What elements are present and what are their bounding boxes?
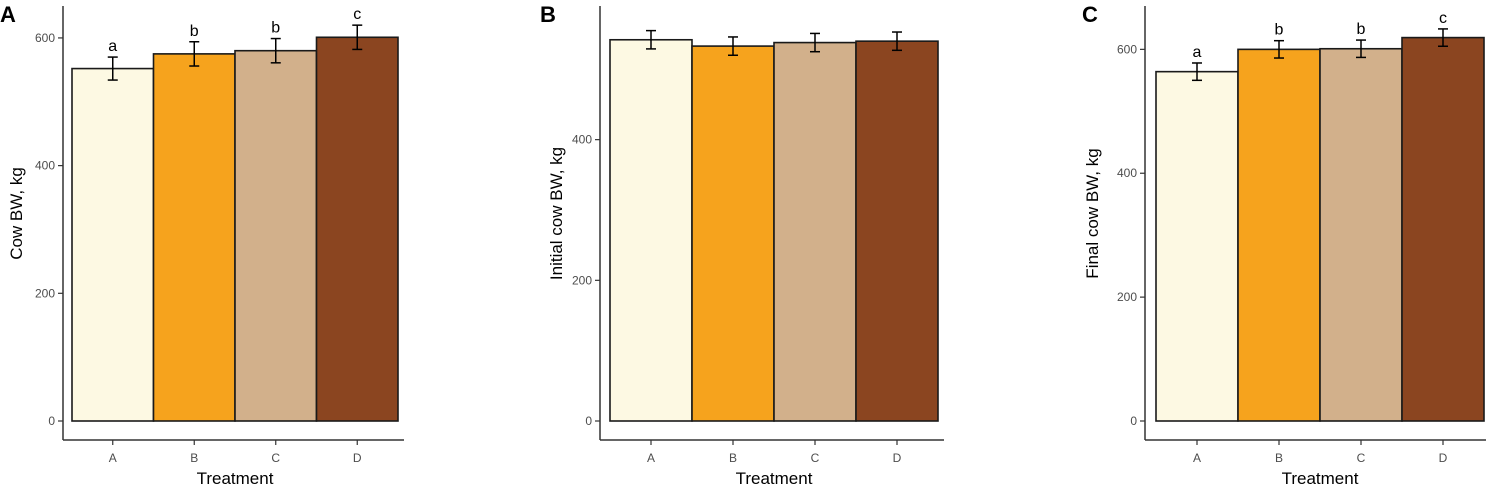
chart-c-xtick-label-a: A — [1193, 451, 1201, 465]
chart-c-bar-a — [1155, 70, 1239, 422]
chart-b-ytick-label-200: 200 — [572, 273, 592, 287]
chart-b-ytick-label-400: 400 — [572, 133, 592, 147]
chart-c-bar-b — [1237, 48, 1321, 422]
chart-b-xtick-label-b: B — [729, 451, 737, 465]
chart-a-svg: Aa Ab Bb Cc D 0 200 400 600 Treatment Cow BW, kg — [0, 2, 404, 488]
chart-b-bar-b — [691, 45, 775, 422]
chart-c-x-axis-title: Treatment — [1282, 469, 1359, 488]
chart-b-xtick-label-a: A — [647, 451, 655, 465]
chart-b-bar-c — [773, 41, 857, 422]
chart-a-bar-d — [315, 36, 399, 422]
chart-c-xtick-label-c: C — [1357, 451, 1366, 465]
chart-a-panel-letter: A — [0, 2, 16, 27]
chart-a-ytick-label-0: 0 — [48, 414, 55, 428]
chart-a-xtick-label-b: B — [190, 451, 198, 465]
chart-b-panel-letter: B — [540, 2, 556, 27]
chart-a-sig-label-b: b — [190, 23, 199, 40]
chart-c-sig-label-a: a — [1193, 44, 1202, 61]
chart-c-bar-c — [1319, 47, 1403, 422]
chart-c-bar-d — [1401, 36, 1485, 422]
chart-b-xtick-label-d: D — [893, 451, 902, 465]
chart-c-panel-letter: C — [1082, 2, 1098, 27]
chart-a-xtick-label-d: D — [353, 451, 362, 465]
chart-a-sig-label-d: c — [353, 6, 361, 23]
chart-c-sig-label-b: b — [1275, 22, 1284, 39]
chart-c-ytick-label-600: 600 — [1117, 42, 1137, 56]
chart-a-x-axis-title: Treatment — [197, 469, 274, 488]
chart-panel-b: B A B C D 0 200 400 Treatment Initial cow BW, kg — [540, 0, 960, 494]
chart-a-ytick-label-600: 600 — [35, 31, 55, 45]
chart-c-xtick-label-d: D — [1439, 451, 1448, 465]
chart-a-xtick-label-a: A — [109, 451, 117, 465]
chart-c-sig-label-c: b — [1357, 21, 1366, 38]
chart-b-bar-d — [855, 40, 939, 422]
chart-a-sig-label-c: b — [271, 20, 280, 37]
chart-b-ytick-label-0: 0 — [585, 414, 592, 428]
chart-c-svg: Ca Ab Bb Cc D 0 200 400 600 Treatment Final cow BW… — [1082, 2, 1486, 488]
chart-a-bar-b — [152, 53, 236, 422]
chart-b-svg: B A B C D 0 200 400 Treatment Initial cow BW, kg — [540, 2, 944, 488]
chart-c-ytick-label-200: 200 — [1117, 290, 1137, 304]
chart-b-xtick-label-c: C — [811, 451, 820, 465]
chart-c-sig-label-d: c — [1439, 10, 1447, 27]
chart-a-bar-a — [71, 67, 155, 422]
chart-c-y-axis-title: Final cow BW, kg — [1083, 148, 1102, 278]
chart-c-ytick-label-0: 0 — [1130, 414, 1137, 428]
chart-b-bar-a — [609, 38, 693, 422]
chart-b-y-axis-title: Initial cow BW, kg — [547, 147, 566, 280]
chart-a-ytick-label-200: 200 — [35, 286, 55, 300]
chart-a-ytick-label-400: 400 — [35, 159, 55, 173]
chart-a-bar-c — [234, 49, 318, 422]
chart-a-xtick-label-c: C — [271, 451, 280, 465]
chart-c-xtick-label-b: B — [1275, 451, 1283, 465]
chart-c-ytick-label-400: 400 — [1117, 166, 1137, 180]
chart-a-sig-label-a: a — [108, 38, 117, 55]
chart-a-y-axis-title: Cow BW, kg — [7, 167, 26, 260]
chart-b-x-axis-title: Treatment — [736, 469, 813, 488]
